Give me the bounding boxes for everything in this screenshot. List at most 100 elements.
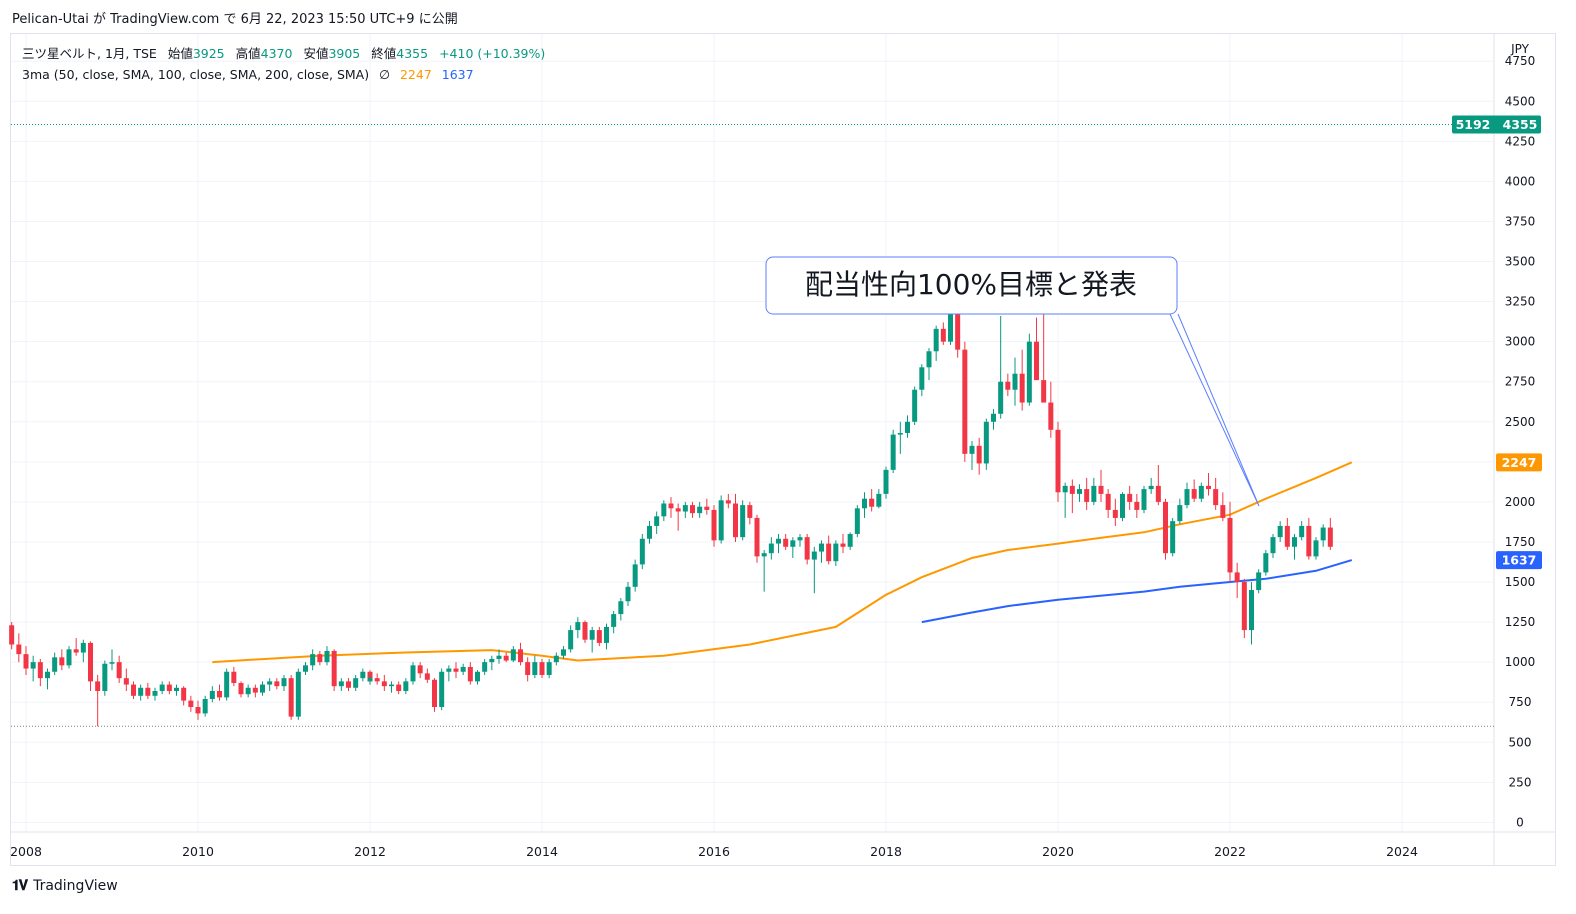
x-tick-label: 2024 [1386,844,1418,859]
candle-body [1120,493,1125,518]
candle-up [224,668,230,701]
tradingview-brand: TradingView [33,878,118,894]
legend-indicator-name[interactable]: 3ma (50, close, SMA, 100, close, SMA, 20… [22,67,370,82]
candle-body [1084,489,1090,502]
candle-body [862,498,867,509]
candle-down [1191,479,1197,502]
chart-legend: 三ツ星ベルト, 1月, TSE 始値3925 高値4370 安値3905 終値4… [22,43,545,85]
candle-down [16,633,22,663]
candle-up [338,678,344,691]
candle-body [1048,402,1054,430]
candle-body [604,626,609,643]
candle-body [1091,485,1097,502]
candle-up [926,348,932,381]
candle-down [59,649,65,671]
y-tick-label: 750 [1509,695,1532,709]
candle-body [453,668,459,672]
candle-down [95,674,101,727]
candle-body [417,665,423,674]
candle-down [116,655,122,683]
candle-body [847,533,853,547]
candle-body [668,503,674,509]
legend-symbol[interactable]: 三ツ星ベルト, 1月, TSE [22,46,157,61]
candle-body [704,506,710,510]
candle-body [1270,537,1276,554]
candle-body [1098,485,1104,494]
candle-up [281,674,287,691]
x-tick-label: 2008 [10,844,42,859]
candle-down [704,498,710,515]
candle-down [1241,578,1247,639]
candle-down [188,695,194,712]
candle-body [310,654,316,666]
candle-down [467,662,473,685]
candle-up [510,646,516,663]
candle-body [1148,485,1154,490]
candle-body [439,671,445,708]
legend-high-label: 高値 [235,46,261,61]
candle-down [88,641,93,691]
candle-body [1184,489,1190,506]
candle-body [912,389,918,422]
candle-body [109,662,115,664]
candle-down [195,700,201,720]
candle-body [589,630,595,640]
candle-up [604,623,609,650]
candle-body [195,707,201,714]
eye-slash-icon[interactable]: ∅ [379,67,390,82]
candle-body [410,665,416,682]
y-tick-label: 2500 [1505,415,1536,429]
candle-body [776,538,781,544]
candle-down [274,678,280,690]
candle-body [983,421,989,464]
tradingview-logo[interactable]: 𝟏𝐕 TradingView [12,878,118,894]
candle-body [295,671,301,717]
candle-body [754,517,760,557]
candle-down [1163,498,1168,560]
candle-up [897,421,903,454]
candle-body [403,681,409,691]
candle-up [919,364,925,397]
candle-up [546,658,552,679]
candle-body [1069,485,1075,494]
candle-up [209,686,215,703]
candle-body [496,655,502,659]
legend-indicator-row: 3ma (50, close, SMA, 100, close, SMA, 20… [22,64,545,85]
candle-body [138,687,144,696]
candle-body [733,503,738,538]
legend-open-label: 始値 [167,46,193,61]
candle-up [862,492,867,518]
candle-up [367,674,373,685]
candle-body [489,658,495,663]
x-tick-label: 2020 [1042,844,1074,859]
candle-up [661,500,667,522]
candle-body [353,678,359,688]
candle-body [59,657,65,666]
candle-up [1270,533,1276,558]
candle-body [224,671,230,698]
y-tick-label: 1500 [1505,575,1536,589]
candle-body [166,684,172,691]
candle-down [396,681,402,695]
candle-body [475,671,480,682]
candle-body [95,681,101,691]
candle-up [446,665,452,682]
candle-down [783,533,789,550]
candle-body [80,642,86,653]
candle-body [317,654,323,663]
annotation-box [765,256,1178,315]
candle-down [73,638,79,656]
candle-down [747,501,753,525]
candle-down [1206,473,1211,496]
candle-down [9,622,15,650]
candle-up [260,681,265,696]
candle-body [639,538,645,565]
candle-body [1019,373,1025,403]
candle-up [905,415,910,438]
candle-body [238,682,244,695]
candle-body [23,654,29,669]
candle-body [905,421,910,433]
candle-body [202,699,208,714]
candle-body [217,690,222,698]
